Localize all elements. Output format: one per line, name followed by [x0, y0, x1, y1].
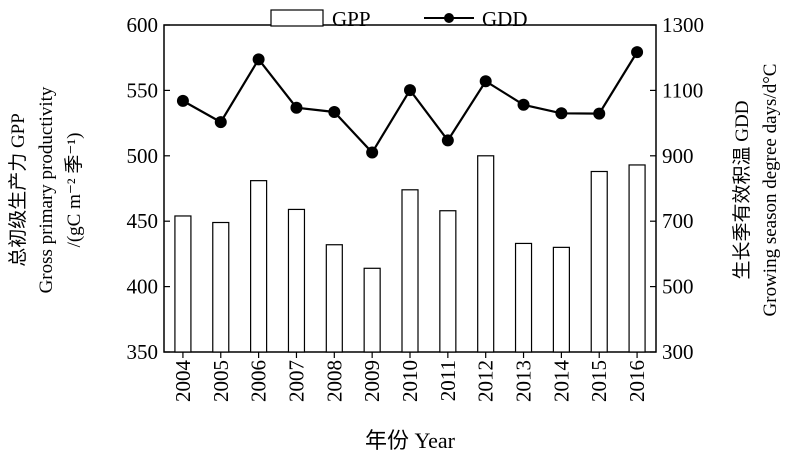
legend-gpp-swatch — [270, 9, 324, 27]
gpp-bar — [401, 189, 419, 353]
x-tick-label: 2013 — [512, 360, 536, 402]
right-axis-label-line-1: 生长季有效积温 GDD — [731, 101, 753, 280]
gpp-bar — [363, 267, 381, 353]
gpp-bar — [325, 244, 343, 353]
x-tick-label: 2016 — [625, 360, 649, 402]
gdd-point — [593, 107, 606, 120]
gdd-point — [176, 94, 189, 107]
x-tick-label: 2011 — [436, 360, 460, 401]
left-axis-label-line-3: /(gC m⁻² 季⁻¹) — [63, 133, 85, 248]
gpp-bar — [514, 242, 533, 353]
x-axis-label: 年份 Year — [365, 428, 456, 453]
gdd-series-line — [182, 51, 639, 155]
gpp-bar — [477, 155, 495, 353]
gdd-point — [290, 101, 303, 114]
x-tick-label: 2015 — [587, 360, 611, 402]
right-tick-label: 700 — [662, 209, 694, 233]
gpp-bar — [552, 246, 570, 353]
left-y-axis-ticks: 350 400 450 500 550 600 — [127, 13, 170, 364]
x-tick-label: 2012 — [474, 360, 498, 402]
x-tick-label: 2009 — [360, 360, 384, 402]
gpp-bar — [590, 170, 608, 353]
x-tick-label: 2008 — [322, 360, 346, 402]
x-tick-label: 2010 — [398, 360, 422, 402]
x-tick-label: 2007 — [284, 360, 308, 402]
gpp-bar — [212, 221, 230, 353]
gpp-bar — [250, 180, 268, 353]
legend-gdd-marker — [444, 13, 454, 23]
left-tick-label: 400 — [127, 275, 159, 299]
gdd-line — [176, 46, 644, 159]
x-axis-ticks: 2004 2005 2006 2007 2008 2009 2010 2011 2012 2013… — [171, 352, 649, 402]
right-tick-label: 300 — [662, 340, 694, 364]
x-tick-label: 2006 — [247, 360, 271, 402]
legend: GPP GDD — [270, 7, 528, 31]
right-tick-label: 500 — [662, 275, 694, 299]
left-tick-label: 450 — [127, 209, 159, 233]
left-tick-label: 500 — [127, 144, 159, 168]
gpp-bar — [439, 210, 457, 353]
right-axis-label-line-2: Growing season degree days/d°C — [760, 64, 781, 317]
gpp-bars — [174, 155, 646, 353]
gpp-bar — [287, 208, 306, 353]
x-tick-label: 2004 — [171, 360, 195, 403]
gdd-point — [404, 84, 416, 97]
left-axis-label-line-2: Gross primary productivity — [36, 86, 57, 293]
right-tick-label: 1100 — [662, 78, 703, 102]
gpp-bar — [174, 215, 192, 353]
x-tick-label: 2005 — [209, 360, 233, 402]
left-tick-label: 600 — [127, 13, 159, 37]
legend-gpp-label: GPP — [332, 7, 371, 31]
legend-gdd-label: GDD — [482, 7, 528, 31]
left-tick-label: 350 — [127, 340, 159, 364]
gdd-point — [252, 53, 265, 66]
x-tick-label: 2014 — [549, 360, 573, 403]
gdd-point — [479, 75, 492, 88]
left-axis-label-line-1: 总初级生产力 GPP — [7, 113, 29, 267]
right-tick-label: 900 — [662, 144, 694, 168]
right-y-axis-ticks: 300 500 700 900 1100 1300 — [650, 13, 704, 364]
gdd-point — [441, 134, 454, 147]
right-tick-label: 1300 — [662, 13, 704, 37]
gdd-point — [517, 98, 530, 111]
gdd-point — [366, 146, 379, 159]
gpp-bar — [628, 164, 646, 353]
gdd-point — [555, 107, 568, 120]
gdd-point — [631, 46, 644, 59]
gdd-point — [214, 116, 227, 129]
gdd-point — [328, 105, 341, 118]
left-tick-label: 550 — [127, 78, 159, 102]
